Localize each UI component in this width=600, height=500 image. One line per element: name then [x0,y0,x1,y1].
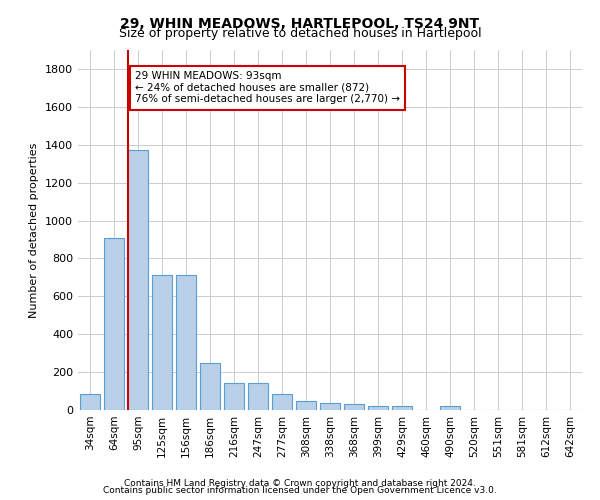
Bar [344,404,364,410]
Bar [80,394,100,410]
Text: Contains HM Land Registry data © Crown copyright and database right 2024.: Contains HM Land Registry data © Crown c… [124,478,476,488]
Bar [320,404,340,410]
Y-axis label: Number of detached properties: Number of detached properties [29,142,40,318]
Bar [272,394,292,410]
Text: 29, WHIN MEADOWS, HARTLEPOOL, TS24 9NT: 29, WHIN MEADOWS, HARTLEPOOL, TS24 9NT [121,18,479,32]
Bar [296,400,316,410]
Bar [200,363,220,410]
Bar [440,406,460,410]
Bar [392,406,412,410]
Bar [176,274,196,410]
Bar [224,384,244,410]
Text: Contains public sector information licensed under the Open Government Licence v3: Contains public sector information licen… [103,486,497,495]
Bar [104,238,124,410]
Bar [152,274,172,410]
Bar [368,406,388,410]
Text: Size of property relative to detached houses in Hartlepool: Size of property relative to detached ho… [119,28,481,40]
Bar [128,150,148,410]
Text: 29 WHIN MEADOWS: 93sqm
← 24% of detached houses are smaller (872)
76% of semi-de: 29 WHIN MEADOWS: 93sqm ← 24% of detached… [135,72,400,104]
Bar [248,384,268,410]
